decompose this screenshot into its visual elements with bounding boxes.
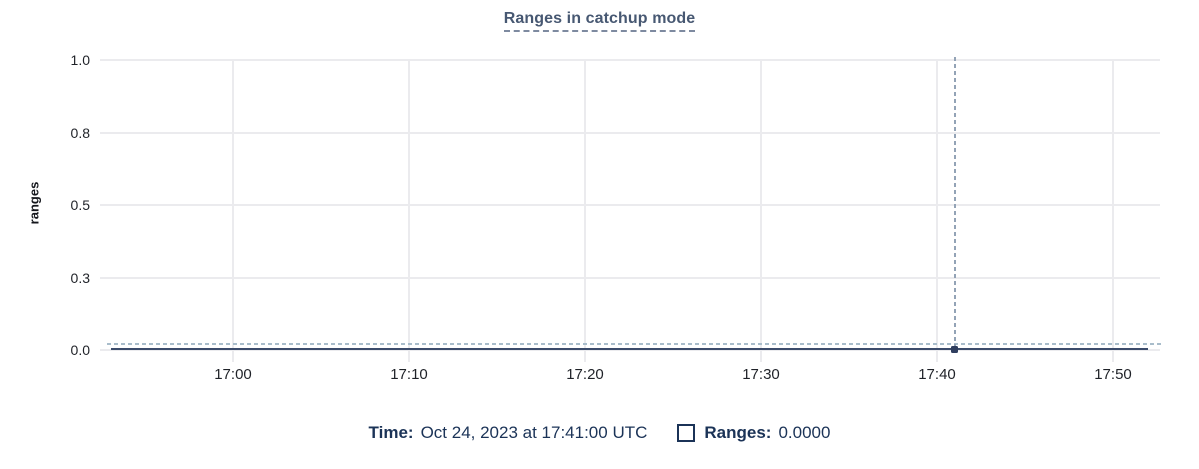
y-tick-label: 0.5 xyxy=(70,197,90,213)
gridline-x xyxy=(936,60,938,362)
y-tick-label: 0.0 xyxy=(70,342,90,358)
x-tick-label: 17:40 xyxy=(918,366,956,383)
series-toggle-checkbox[interactable] xyxy=(677,424,696,442)
gridline-y xyxy=(100,204,1160,206)
x-tick-label: 17:00 xyxy=(214,366,252,383)
crosshair-horizontal-line xyxy=(107,343,1162,345)
legend-time-group: Time: Oct 24, 2023 at 17:41:00 UTC xyxy=(369,423,648,443)
gridline-y xyxy=(100,59,1160,61)
chart-title[interactable]: Ranges in catchup mode xyxy=(503,10,696,32)
hovered-data-point xyxy=(951,346,958,353)
x-tick-label: 17:50 xyxy=(1094,366,1132,383)
gridline-y xyxy=(100,276,1160,279)
y-tick-label: 1.0 xyxy=(70,52,90,68)
gridline-x xyxy=(232,60,234,362)
gridline-y xyxy=(100,349,1160,351)
legend-series-value: 0.0000 xyxy=(778,423,831,442)
plot-area[interactable] xyxy=(100,57,1162,362)
gridline-x xyxy=(408,60,410,362)
gridline-x xyxy=(760,60,762,362)
chart-title-row: Ranges in catchup mode xyxy=(0,10,1199,32)
series-line-ranges xyxy=(111,348,1148,350)
legend-series-label[interactable]: Ranges: xyxy=(704,423,772,442)
gridline-x xyxy=(584,60,586,362)
chart-legend: Time: Oct 24, 2023 at 17:41:00 UTC Range… xyxy=(0,423,1199,443)
y-tick-label: 0.8 xyxy=(70,124,90,141)
x-tick-label: 17:30 xyxy=(742,366,780,383)
x-tick-label: 17:20 xyxy=(566,366,604,383)
legend-series-group[interactable]: Ranges: 0.0000 xyxy=(677,423,830,443)
crosshair-vertical-line xyxy=(954,57,956,350)
gridline-y xyxy=(100,131,1160,134)
legend-time-value: Oct 24, 2023 at 17:41:00 UTC xyxy=(420,423,648,442)
gridline-x xyxy=(1112,60,1114,362)
legend-time-label: Time: xyxy=(368,423,414,442)
x-tick-label: 17:10 xyxy=(390,366,428,383)
y-tick-label: 0.3 xyxy=(70,269,90,286)
